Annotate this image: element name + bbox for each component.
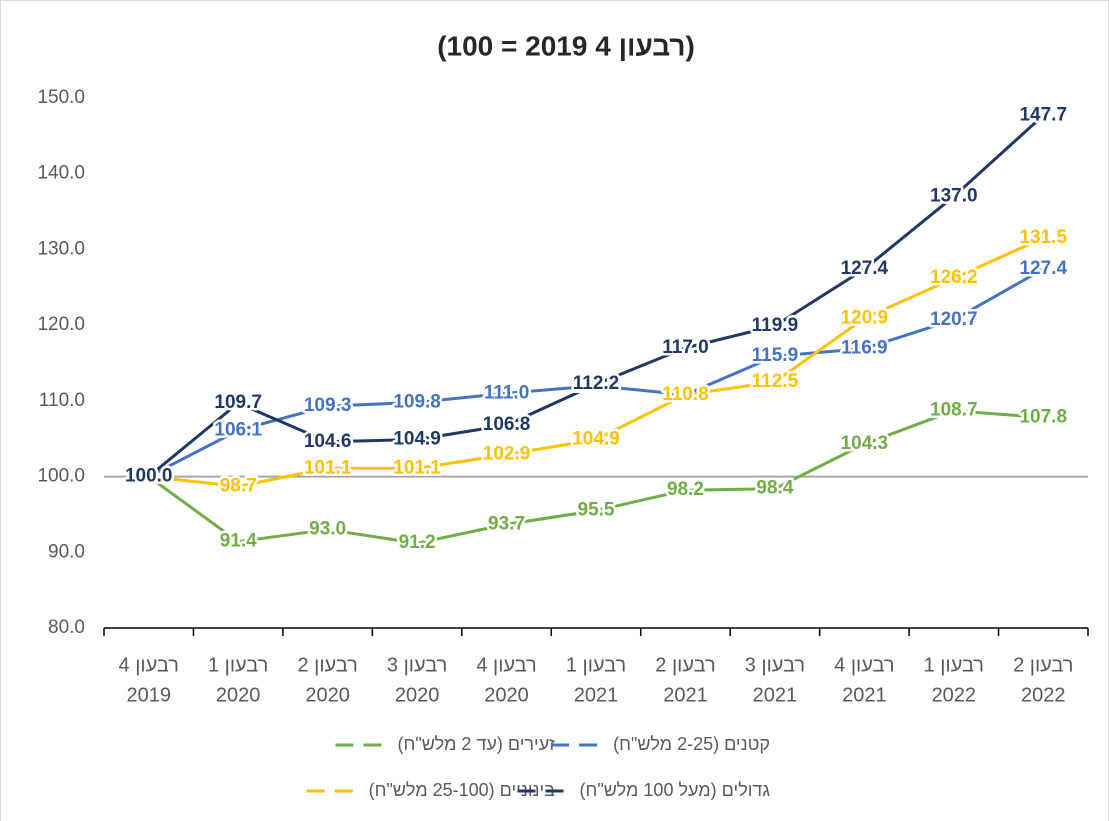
data-label: 93.7 [488, 513, 525, 534]
x-tick-label: רבעון 1 [208, 654, 268, 676]
y-tick-label: 150.0 [37, 87, 85, 108]
chart-title: (רבעון 4 2019 = 100) [437, 30, 695, 61]
x-tick-label: 2021 [753, 684, 798, 706]
data-label: 111.0 [484, 382, 529, 403]
data-label: 98.7 [220, 475, 257, 496]
x-tick-label: 2020 [484, 684, 529, 706]
x-tick-label: 2022 [1021, 684, 1066, 706]
x-tick-label: רבעון 1 [566, 654, 626, 676]
x-tick-label: רבעון 2 [1013, 654, 1073, 676]
data-label: 106.1 [214, 419, 262, 440]
x-tick-label: 2021 [574, 684, 619, 706]
x-tick-label: 2022 [932, 684, 977, 706]
data-label: 109.8 [393, 391, 441, 412]
y-tick-label: 110.0 [39, 390, 85, 411]
data-label: 100.0 [125, 466, 173, 487]
x-tick-label: 2020 [305, 684, 350, 706]
data-label: 109.3 [304, 395, 352, 416]
data-label: 100.0 [125, 466, 173, 487]
x-tick-label: רבעון 1 [924, 654, 984, 676]
data-label: 108.7 [930, 400, 978, 421]
data-label: 109.7 [214, 392, 262, 413]
data-label: 98.2 [667, 479, 704, 500]
data-label: 106.8 [483, 414, 531, 435]
data-label: 100.0 [125, 466, 173, 487]
data-label: 126.2 [930, 267, 978, 288]
y-tick-label: 90.0 [48, 541, 85, 562]
x-tick-label: רבעון 4 [476, 654, 536, 676]
x-tick-label: רבעון 4 [119, 654, 179, 676]
x-tick-label: רבעון 3 [745, 654, 805, 676]
legend-label: זעירים (עד 2 מלש"ח) [397, 734, 555, 754]
x-tick-label: 2021 [663, 684, 708, 706]
data-label: 110.8 [662, 384, 709, 405]
x-tick-label: 2019 [126, 684, 171, 706]
data-label: 127.4 [841, 258, 889, 279]
data-label: 112.0 [573, 375, 620, 396]
data-label: 131.5 [1019, 227, 1067, 248]
data-label: 98.4 [756, 478, 793, 499]
data-label: 116.9 [841, 338, 888, 359]
data-label: 107.8 [1019, 407, 1067, 428]
data-label: 91.2 [399, 532, 436, 553]
series-line [147, 409, 1044, 545]
x-tick-label: 2020 [395, 684, 440, 706]
data-label: 120.9 [841, 307, 889, 328]
y-tick-label: 130.0 [37, 238, 85, 259]
data-label: 115.9 [752, 345, 799, 366]
x-tick-label: רבעון 2 [297, 654, 357, 676]
legend-label: גדולים (מעל 100 מלש"ח) [579, 780, 770, 800]
data-label: 112.5 [752, 371, 799, 392]
data-label: 91.4 [220, 531, 257, 552]
data-label: 117.0 [662, 337, 709, 358]
legend-label: קטנים (2-25 מלש"ח) [613, 734, 770, 754]
y-tick-label: 140.0 [37, 163, 85, 184]
y-tick-label: 120.0 [37, 314, 85, 335]
data-label: 120.7 [930, 309, 978, 330]
data-label: 104.9 [572, 428, 620, 449]
x-tick-label: 2020 [216, 684, 261, 706]
data-label: 137.0 [930, 185, 978, 206]
data-label: 119.9 [752, 315, 799, 336]
data-label: 147.7 [1019, 104, 1067, 125]
data-label: 101.1 [304, 457, 352, 478]
data-label: 95.5 [578, 500, 615, 521]
data-label: 102.9 [483, 444, 531, 465]
data-label: 104.9 [393, 428, 441, 449]
data-label: 112.2 [573, 373, 620, 394]
data-label: 127.4 [1019, 258, 1067, 279]
data-label: 110.8 [662, 384, 709, 405]
data-label: 104.3 [841, 433, 889, 454]
series-line [147, 114, 1045, 478]
x-tick-label: רבעון 3 [387, 654, 447, 676]
data-label: 93.0 [309, 519, 346, 540]
y-tick-label: 80.0 [48, 617, 85, 638]
series-line [148, 236, 1044, 488]
x-tick-label: רבעון 4 [834, 654, 894, 676]
legend-label: בינוניים (25-100 מלש"ח) [369, 780, 556, 800]
data-label: 101.1 [393, 457, 441, 478]
x-tick-label: רבעון 2 [655, 654, 715, 676]
y-tick-label: 100.0 [37, 466, 85, 487]
data-label: 100.0 [125, 466, 173, 487]
data-label: 104.6 [304, 431, 352, 452]
x-tick-label: 2021 [842, 684, 887, 706]
